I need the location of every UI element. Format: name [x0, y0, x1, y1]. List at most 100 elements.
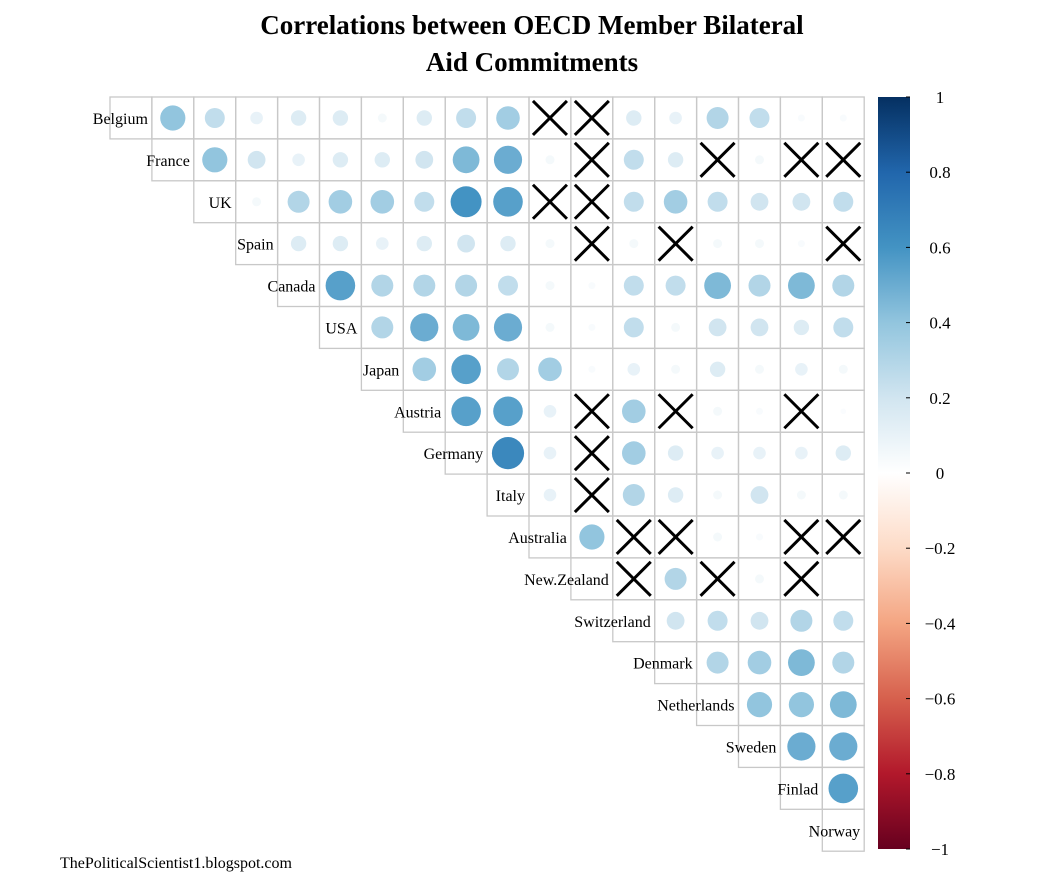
insignificant-cross-mark — [699, 141, 736, 178]
correlation-circle — [755, 239, 764, 249]
correlation-circle — [828, 773, 859, 804]
variable-label: Norway — [809, 823, 861, 840]
correlation-circle — [711, 446, 724, 460]
correlation-circle — [493, 187, 523, 217]
insignificant-cross-mark — [657, 393, 694, 430]
correlation-circle — [493, 396, 523, 427]
grid-cell — [821, 557, 865, 601]
correlation-circle — [545, 322, 555, 332]
correlation-circle — [290, 235, 307, 252]
correlation-circle — [792, 192, 811, 211]
correlation-circle — [795, 446, 808, 460]
variable-label: Canada — [268, 279, 316, 296]
colorbar-tick-label: −0.2 — [925, 539, 956, 558]
variable-label: Austria — [394, 404, 441, 421]
insignificant-cross-mark — [783, 141, 820, 178]
insignificant-cross-mark — [573, 393, 610, 430]
correlation-circle — [414, 191, 435, 212]
correlation-circle — [451, 396, 481, 427]
correlation-circle — [622, 399, 646, 424]
correlation-circle — [623, 149, 644, 170]
correlation-circle — [832, 274, 855, 297]
correlation-circle — [713, 490, 723, 500]
matrix-marks — [160, 99, 862, 804]
correlation-circle — [671, 364, 681, 374]
correlation-circle — [332, 110, 349, 126]
insignificant-cross-mark — [657, 518, 694, 556]
correlation-circle — [290, 110, 307, 126]
variable-label: New.Zealand — [524, 572, 609, 589]
correlation-circle — [756, 407, 763, 415]
insignificant-cross-mark — [825, 141, 862, 178]
correlation-circle — [452, 314, 480, 341]
insignificant-cross-mark — [825, 225, 862, 262]
correlation-circle — [666, 611, 685, 630]
correlation-circle — [788, 272, 815, 299]
correlation-circle — [713, 239, 723, 249]
insignificant-cross-mark — [783, 393, 820, 430]
colorbar-tick-label: 0.2 — [929, 389, 950, 408]
correlation-circle — [250, 111, 263, 125]
correlation-circle — [755, 155, 764, 165]
correlation-circle — [497, 358, 519, 381]
correlation-circle — [797, 114, 805, 122]
correlation-circle — [707, 610, 728, 631]
correlation-circle — [500, 235, 516, 252]
correlation-circle — [543, 488, 557, 502]
variable-labels: Belgium France UK Spain Canada USA Japan Austri… — [93, 111, 860, 840]
correlation-circle — [833, 317, 854, 338]
correlation-circle — [457, 234, 475, 253]
correlation-circle — [795, 363, 808, 376]
correlation-circle — [543, 446, 557, 460]
correlation-circle — [749, 108, 770, 128]
insignificant-cross-mark — [573, 435, 610, 472]
correlation-circle — [706, 107, 729, 129]
variable-label: Spain — [237, 237, 273, 254]
colorbar-tick-label: −0.4 — [925, 614, 956, 633]
variable-label: USA — [325, 320, 357, 337]
correlation-circle — [835, 445, 851, 461]
variable-label: UK — [209, 195, 233, 212]
correlation-circle — [833, 191, 854, 212]
correlation-circle — [667, 152, 684, 168]
correlation-circle — [829, 732, 858, 761]
insignificant-cross-mark — [783, 518, 820, 556]
correlation-circle — [753, 446, 766, 460]
insignificant-cross-mark — [531, 99, 569, 137]
correlation-circle — [833, 610, 854, 631]
correlation-circle — [160, 105, 186, 131]
correlation-circle — [545, 155, 555, 165]
correlation-circle — [292, 153, 305, 167]
correlation-circle — [756, 533, 763, 541]
correlation-circle — [629, 239, 639, 249]
correlation-circle — [667, 445, 684, 461]
correlation-circle — [790, 609, 813, 632]
correlation-circle — [498, 275, 518, 296]
correlation-circle — [750, 611, 769, 630]
variable-label: Denmark — [633, 656, 693, 673]
chart-title-line-2: Aid Commitments — [426, 47, 638, 77]
insignificant-cross-mark — [573, 99, 610, 137]
correlation-circle — [750, 318, 769, 337]
grid-cell — [821, 808, 865, 852]
correlation-circle — [623, 275, 644, 296]
correlation-circle — [793, 319, 810, 336]
correlation-circle — [713, 532, 723, 542]
variable-label: Netherlands — [657, 698, 734, 715]
correlation-circle — [622, 441, 646, 465]
correlation-circle — [665, 275, 686, 296]
correlation-circle — [750, 486, 769, 504]
correlation-circle — [332, 235, 349, 252]
colorbar-tick-label: −0.8 — [925, 765, 956, 784]
correlation-circle — [202, 147, 228, 173]
correlation-circle — [588, 323, 596, 331]
correlation-circle — [493, 145, 523, 174]
correlation-circle — [748, 274, 771, 297]
correlation-circle — [328, 190, 353, 214]
correlation-circle — [416, 110, 432, 126]
insignificant-cross-mark — [615, 560, 652, 597]
correlation-circle — [669, 111, 682, 125]
correlation-circle — [579, 524, 605, 550]
variable-label: Japan — [363, 362, 399, 379]
